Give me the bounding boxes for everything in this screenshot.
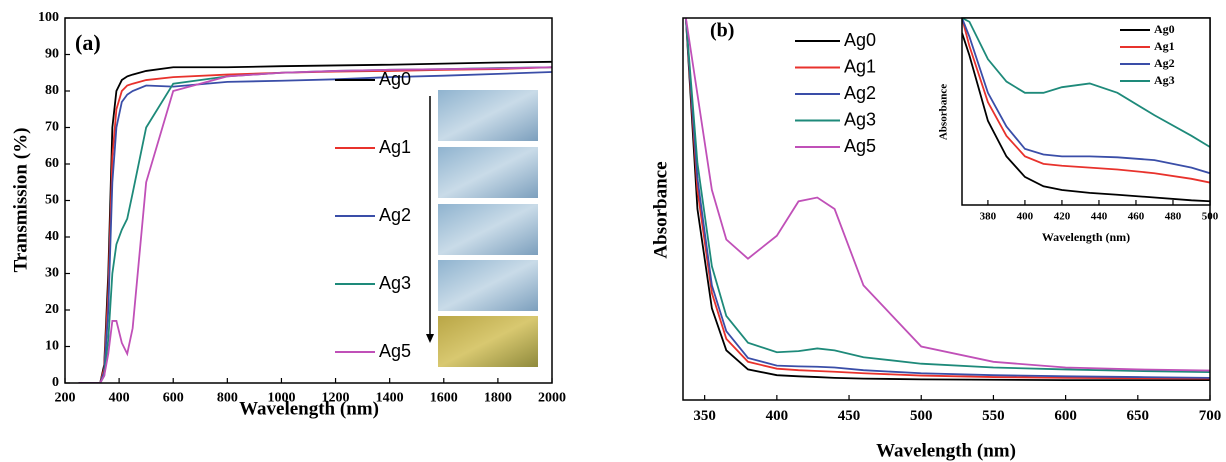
data-line — [684, 18, 1210, 380]
x-tick-label: 1200 — [322, 391, 350, 406]
photo — [438, 316, 538, 367]
y-tick-label: 100 — [38, 10, 59, 25]
legend-label: Ag2 — [379, 205, 411, 225]
x-tick-label: 600 — [1054, 408, 1077, 424]
x-tick-label: 700 — [1199, 408, 1222, 424]
axes-frame — [961, 17, 1211, 206]
legend-label: Ag0 — [844, 30, 876, 50]
x-tick-label: 1000 — [267, 391, 295, 406]
legend-label: Ag1 — [1154, 39, 1175, 53]
x-tick-label: 420 — [1054, 211, 1071, 223]
y-tick-label: 80 — [45, 83, 59, 98]
x-tick-label: 200 — [55, 391, 76, 406]
legend-label: Ag2 — [1154, 56, 1175, 70]
data-line — [962, 18, 1210, 148]
x-tick-label: 440 — [1091, 211, 1108, 223]
x-axis-label: Wavelength (nm) — [239, 398, 379, 419]
y-axis-label: Absorbance — [938, 84, 950, 140]
legend-label: Ag2 — [844, 83, 876, 103]
x-axis-label: Wavelength (nm) — [876, 440, 1016, 461]
x-tick-label: 350 — [693, 408, 716, 424]
y-axis-label: Absorbance — [650, 161, 671, 258]
panel-label: (a) — [75, 30, 101, 55]
data-line — [78, 71, 552, 383]
x-tick-label: 380 — [980, 211, 997, 223]
photo — [438, 260, 538, 311]
x-tick-label: 650 — [1127, 408, 1150, 424]
data-line — [962, 32, 1210, 203]
y-axis-label: Transmission (%) — [10, 128, 31, 273]
x-tick-label: 2000 — [538, 391, 566, 406]
legend-label: Ag3 — [844, 109, 876, 129]
y-tick-label: 10 — [45, 339, 59, 354]
y-tick-label: 40 — [45, 229, 59, 244]
photo — [438, 90, 538, 141]
x-tick-label: 400 — [1017, 211, 1034, 223]
x-tick-label: 450 — [838, 408, 861, 424]
photo — [438, 204, 538, 255]
x-tick-label: 1400 — [376, 391, 404, 406]
data-line — [962, 18, 1210, 184]
legend-label: Ag3 — [1154, 73, 1175, 87]
legend-label: Ag0 — [1154, 22, 1175, 36]
x-tick-label: 480 — [1165, 211, 1182, 223]
x-tick-label: 600 — [163, 391, 184, 406]
legend-label: Ag1 — [844, 56, 876, 76]
x-tick-label: 550 — [982, 408, 1005, 424]
x-tick-label: 500 — [910, 408, 933, 424]
legend-label: Ag0 — [379, 69, 411, 89]
x-tick-label: 460 — [1128, 211, 1145, 223]
x-tick-label: 1800 — [484, 391, 512, 406]
y-tick-label: 20 — [45, 302, 59, 317]
y-tick-label: 90 — [45, 47, 59, 62]
legend-label: Ag3 — [379, 273, 411, 293]
data-line — [684, 18, 1210, 379]
data-line — [962, 18, 1210, 175]
x-axis-label: Wavelength (nm) — [1042, 230, 1130, 244]
y-tick-label: 30 — [45, 266, 59, 281]
y-tick-label: 0 — [52, 375, 59, 390]
data-line — [684, 18, 1210, 374]
data-line — [684, 18, 1210, 372]
legend-label: Ag1 — [379, 137, 411, 157]
x-tick-label: 400 — [766, 408, 789, 424]
x-tick-label: 1600 — [430, 391, 458, 406]
axes-frame — [682, 17, 1211, 401]
x-tick-label: 400 — [109, 391, 130, 406]
arrow-head — [426, 334, 434, 343]
y-tick-label: 70 — [45, 120, 59, 135]
sample-photos — [426, 90, 538, 367]
x-tick-label: 500 — [1202, 211, 1219, 223]
data-line — [78, 66, 552, 383]
photo — [438, 147, 538, 198]
data-line — [684, 18, 1210, 382]
y-tick-label: 60 — [45, 156, 59, 171]
x-tick-label: 800 — [217, 391, 238, 406]
panel-label: (b) — [710, 20, 734, 42]
y-tick-label: 50 — [45, 193, 59, 208]
inset-background — [962, 18, 1210, 205]
legend-label: Ag5 — [379, 341, 411, 361]
legend-label: Ag5 — [844, 136, 876, 156]
